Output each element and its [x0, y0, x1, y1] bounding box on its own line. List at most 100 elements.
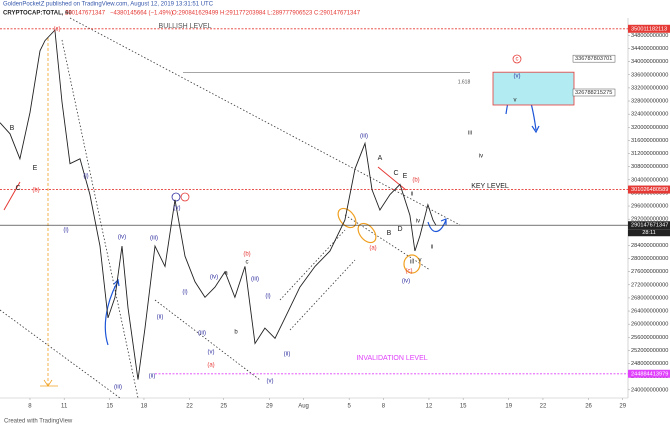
y-tick-label: 348000000000	[631, 33, 668, 39]
x-tick-label: Aug	[298, 404, 309, 410]
projection-arrow	[427, 219, 447, 233]
price-tag-label: 350011182113	[631, 26, 667, 32]
x-tick-label: 15	[106, 404, 113, 410]
y-tick-label: 268000000000	[631, 295, 668, 301]
annotation: (iii)	[114, 385, 122, 391]
y-tick-label: 304000000000	[631, 177, 668, 183]
annotation: (v)	[174, 206, 181, 212]
target-box	[492, 71, 575, 106]
trend-line	[154, 299, 261, 381]
price-tag	[628, 221, 670, 230]
wave-line	[3, 181, 21, 211]
x-tick-label: 26	[585, 404, 592, 410]
y-tick-label: 280000000000	[631, 256, 668, 262]
projection-arrow	[104, 281, 119, 346]
countdown: 28:11	[642, 230, 656, 236]
box-top-label: 336787803701	[575, 56, 612, 62]
x-tick-label: 22	[186, 404, 193, 410]
annotation: iii	[410, 260, 414, 266]
x-tick-label: 5	[347, 404, 351, 410]
y-tick-label: 340000000000	[631, 59, 668, 65]
x-tick-label: 29	[266, 404, 273, 410]
y-tick-label: 328000000000	[631, 99, 668, 105]
countdown-tag	[628, 229, 670, 237]
y-tick-label: 316000000000	[631, 138, 668, 144]
annotation: C	[393, 170, 398, 177]
projection-arrow-head	[113, 278, 120, 287]
highlight-ellipse	[403, 254, 421, 274]
annotation: (b)	[243, 252, 250, 258]
highlight-ellipse	[337, 207, 357, 229]
annotation: v	[514, 98, 517, 104]
wave-line	[377, 166, 407, 191]
annotation: KEY LEVEL	[471, 183, 509, 190]
wave-circle	[180, 192, 190, 202]
annotation: E	[403, 173, 408, 180]
projection-arrow-head	[531, 125, 540, 134]
price-tag	[628, 369, 670, 378]
annotation: (ii)	[284, 352, 291, 358]
channel-line	[344, 214, 431, 271]
y-tick-label: 296000000000	[631, 204, 668, 210]
y-tick-label: 256000000000	[631, 335, 668, 341]
annotation: (i)	[83, 174, 88, 180]
trend-line	[69, 17, 461, 226]
annotation: (v)	[208, 350, 215, 356]
y-tick-label: 252000000000	[631, 348, 668, 354]
annotation: (c)	[54, 27, 61, 33]
x-tick-label: 8	[382, 404, 386, 410]
y-tick-label: 336000000000	[631, 72, 668, 78]
y-tick-label: 248000000000	[631, 361, 668, 367]
published-line: GoldenPocketZ published on TradingView.c…	[3, 2, 214, 8]
annotation: C	[15, 185, 20, 192]
y-tick-label: 344000000000	[631, 46, 668, 52]
ohlc: O:290841629499 H:291177203984 L:28977790…	[172, 11, 361, 17]
box-bottom-label: 326788215275	[575, 90, 612, 96]
annotation: (iii)	[251, 277, 259, 283]
footer: Created with TradingView	[4, 419, 73, 425]
annotation: (iv)	[118, 235, 126, 241]
annotation: (i)	[265, 294, 270, 300]
x-tick-label: 15	[460, 404, 467, 410]
x-tick-label: 8	[28, 404, 32, 410]
annotation: (ii)	[157, 315, 164, 321]
symbol: CRYPTOCAP:TOTAL, 60	[3, 11, 72, 17]
x-tick-label: 29	[619, 404, 626, 410]
y-tick-label: 260000000000	[631, 322, 668, 328]
annotation: iii	[468, 131, 472, 137]
annotation: (i)	[182, 290, 187, 296]
annotation: (iii)	[198, 331, 206, 337]
y-tick-label: 320000000000	[631, 125, 668, 131]
y-tick-label: 308000000000	[631, 164, 668, 170]
x-tick-label: 25	[220, 404, 227, 410]
annotation: c	[516, 57, 519, 63]
annotation: (iii)	[150, 236, 158, 242]
y-tick-label: 292000000000	[631, 217, 668, 223]
annotation: (b)	[412, 178, 419, 184]
annotation: (v)	[267, 379, 274, 385]
x-tick-label: 18	[141, 404, 148, 410]
price-line	[0, 29, 437, 380]
annotation: 1.618	[458, 79, 471, 85]
y-tick-label: 284000000000	[631, 243, 668, 249]
y-tick-label: 332000000000	[631, 85, 668, 91]
highlight-ellipse	[357, 222, 377, 244]
price-tag-label: 301026480589	[631, 187, 668, 193]
annotation: B	[387, 230, 392, 237]
y-tick-label: 312000000000	[631, 151, 668, 157]
annotation: iv	[416, 219, 420, 225]
y-tick-label: 240000000000	[631, 387, 668, 393]
y-tick-label: 272000000000	[631, 282, 668, 288]
annotation: (a)	[369, 246, 376, 252]
annotation: INVALIDATION LEVEL	[356, 355, 427, 362]
annotation: (iv)	[402, 279, 410, 285]
trend-line	[0, 309, 121, 399]
annotation: D	[397, 226, 402, 233]
trend-line	[61, 39, 139, 399]
y-tick-label: 264000000000	[631, 309, 668, 315]
annotation: v	[419, 258, 422, 264]
x-tick-label: 19	[505, 404, 512, 410]
x-tick-label: 22	[540, 404, 547, 410]
x-tick-label: 11	[61, 404, 68, 410]
